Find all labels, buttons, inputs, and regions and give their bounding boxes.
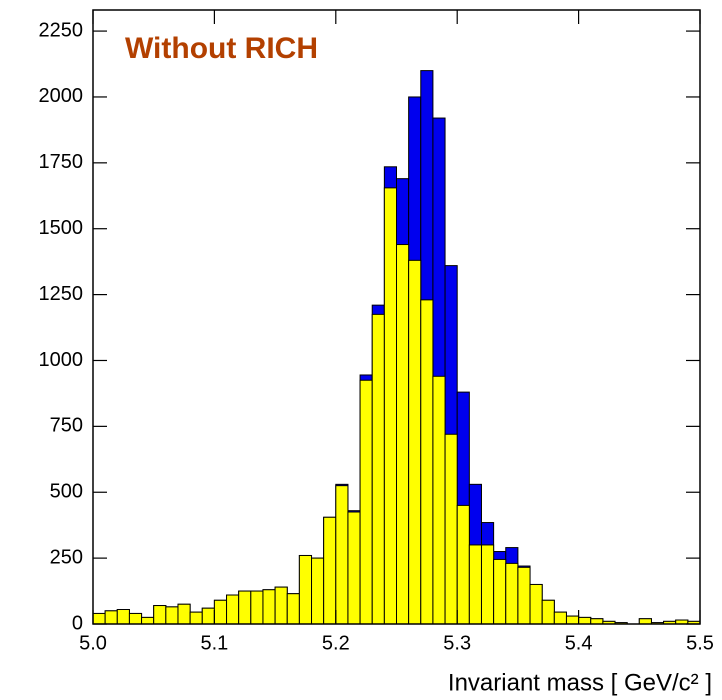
histogram-bar	[286, 593, 300, 625]
x-tick-label: 5.5	[686, 632, 714, 654]
x-tick-label: 5.4	[565, 632, 593, 654]
histogram-bar	[553, 611, 567, 625]
histogram-bar	[565, 615, 580, 625]
histogram-bar	[213, 599, 228, 625]
histogram-bar	[541, 599, 555, 625]
y-tick-label: 1000	[39, 349, 84, 371]
y-tick-label: 1250	[39, 283, 84, 305]
histogram-bar	[250, 590, 264, 625]
histogram-bar	[420, 299, 434, 625]
histogram-bar	[189, 611, 203, 625]
histogram-bar	[590, 618, 604, 625]
histogram-bar	[116, 609, 130, 625]
histogram-bar	[432, 375, 446, 625]
histogram-bar	[165, 606, 179, 625]
histogram-bar	[493, 558, 507, 625]
y-tick-label: 1500	[39, 217, 84, 239]
y-tick-label: 1750	[39, 151, 84, 173]
x-tick-label: 5.2	[322, 632, 350, 654]
y-tick-label: 0	[72, 612, 83, 634]
histogram-bar	[347, 511, 361, 625]
histogram-bar	[311, 557, 325, 625]
histogram-bar	[104, 610, 118, 625]
histogram-bar	[359, 379, 373, 625]
histogram-bar	[505, 562, 519, 625]
histogram-bar	[529, 583, 543, 625]
histogram-bar	[238, 590, 252, 625]
histogram-bar	[371, 313, 385, 625]
histogram-bar	[444, 433, 458, 625]
histogram-bar	[408, 259, 422, 625]
histogram-bar	[323, 516, 337, 625]
x-axis-label: Invariant mass [ GeV/c² ]	[448, 669, 712, 696]
histogram-bar	[141, 616, 155, 625]
y-tick-label: 500	[50, 481, 83, 503]
y-tick-label: 750	[50, 415, 83, 437]
histogram-bar	[298, 554, 313, 625]
histogram-bar	[128, 612, 143, 625]
histogram-bar	[456, 504, 470, 625]
y-tick-label: 2250	[39, 19, 84, 41]
histogram-bar	[92, 612, 106, 625]
x-tick-label: 5.1	[200, 632, 228, 654]
y-tick-label: 2000	[39, 85, 84, 107]
histogram-bar	[517, 566, 531, 625]
histogram-bar	[396, 244, 410, 625]
histogram-bar	[274, 586, 288, 625]
histogram-bar	[177, 603, 191, 625]
plot-frame	[92, 9, 701, 625]
histogram-bar	[226, 594, 240, 625]
histogram-bar	[201, 607, 215, 625]
histogram-bar	[578, 616, 592, 625]
histogram-bar	[335, 485, 349, 625]
x-tick-label: 5.0	[79, 632, 107, 654]
histogram-bar	[480, 544, 495, 625]
histogram-bar	[383, 187, 397, 625]
histogram-bar	[262, 589, 276, 625]
x-tick-label: 5.3	[443, 632, 471, 654]
y-tick-label: 250	[50, 546, 83, 568]
histogram-bar	[638, 618, 652, 625]
histogram-bar	[153, 605, 167, 625]
histogram-bar	[468, 544, 482, 625]
annotation: Without RICH	[125, 32, 318, 65]
